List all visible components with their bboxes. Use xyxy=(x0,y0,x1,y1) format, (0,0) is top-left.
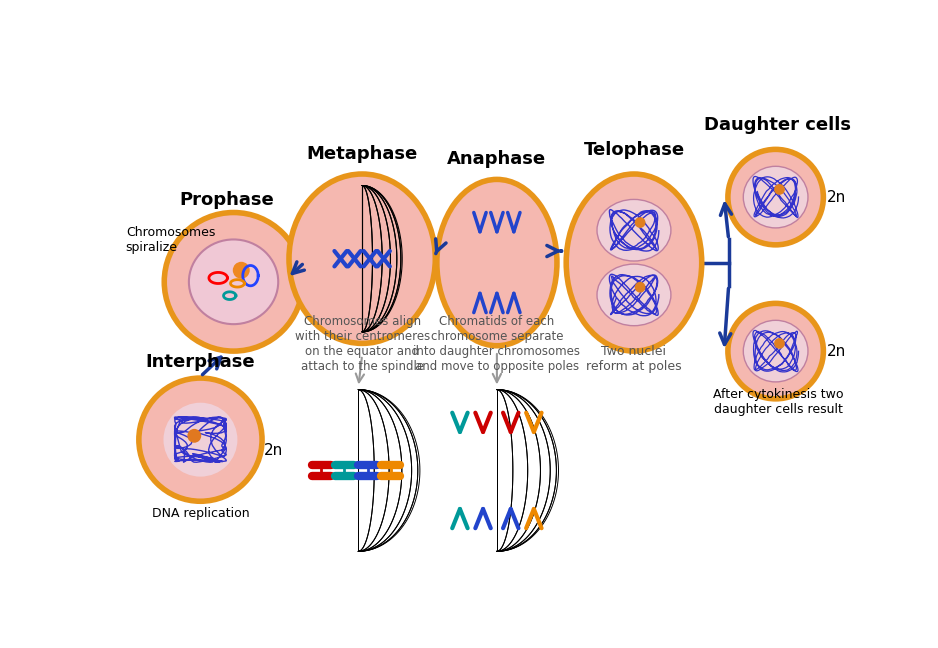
Text: Interphase: Interphase xyxy=(145,353,255,371)
Ellipse shape xyxy=(728,303,824,399)
Ellipse shape xyxy=(743,320,808,382)
Circle shape xyxy=(774,338,785,349)
Text: 2n: 2n xyxy=(264,443,283,458)
Circle shape xyxy=(774,184,785,195)
Ellipse shape xyxy=(163,402,237,477)
Circle shape xyxy=(188,429,202,443)
Text: Prophase: Prophase xyxy=(180,191,275,209)
Text: Chromosomes
spiralize: Chromosomes spiralize xyxy=(126,226,215,254)
Text: Metaphase: Metaphase xyxy=(307,145,417,163)
Text: After cytokinesis two
daughter cells result: After cytokinesis two daughter cells res… xyxy=(713,388,843,416)
Circle shape xyxy=(635,282,645,293)
Text: Chromatids of each
chromosome separate
into daughter chromosomes
and move to opp: Chromatids of each chromosome separate i… xyxy=(414,316,581,373)
Text: Anaphase: Anaphase xyxy=(447,150,547,168)
Text: 2n: 2n xyxy=(826,190,846,205)
Text: Daughter cells: Daughter cells xyxy=(704,116,852,134)
Text: Telophase: Telophase xyxy=(583,141,685,159)
Ellipse shape xyxy=(289,174,435,343)
Ellipse shape xyxy=(743,167,808,228)
Text: DNA replication: DNA replication xyxy=(152,507,250,520)
Ellipse shape xyxy=(597,264,671,326)
Ellipse shape xyxy=(597,200,671,261)
Circle shape xyxy=(233,262,250,279)
Ellipse shape xyxy=(728,150,824,245)
Ellipse shape xyxy=(567,174,702,351)
Ellipse shape xyxy=(189,240,279,324)
Text: Two nuclei
reform at poles: Two nuclei reform at poles xyxy=(586,345,682,373)
Ellipse shape xyxy=(164,213,303,351)
Ellipse shape xyxy=(437,179,557,346)
Circle shape xyxy=(635,217,645,228)
Ellipse shape xyxy=(139,378,262,502)
Text: 2n: 2n xyxy=(826,343,846,358)
Text: Chromosomes align
with their centromeres
on the equator and
attach to the spindl: Chromosomes align with their centromeres… xyxy=(295,316,430,373)
